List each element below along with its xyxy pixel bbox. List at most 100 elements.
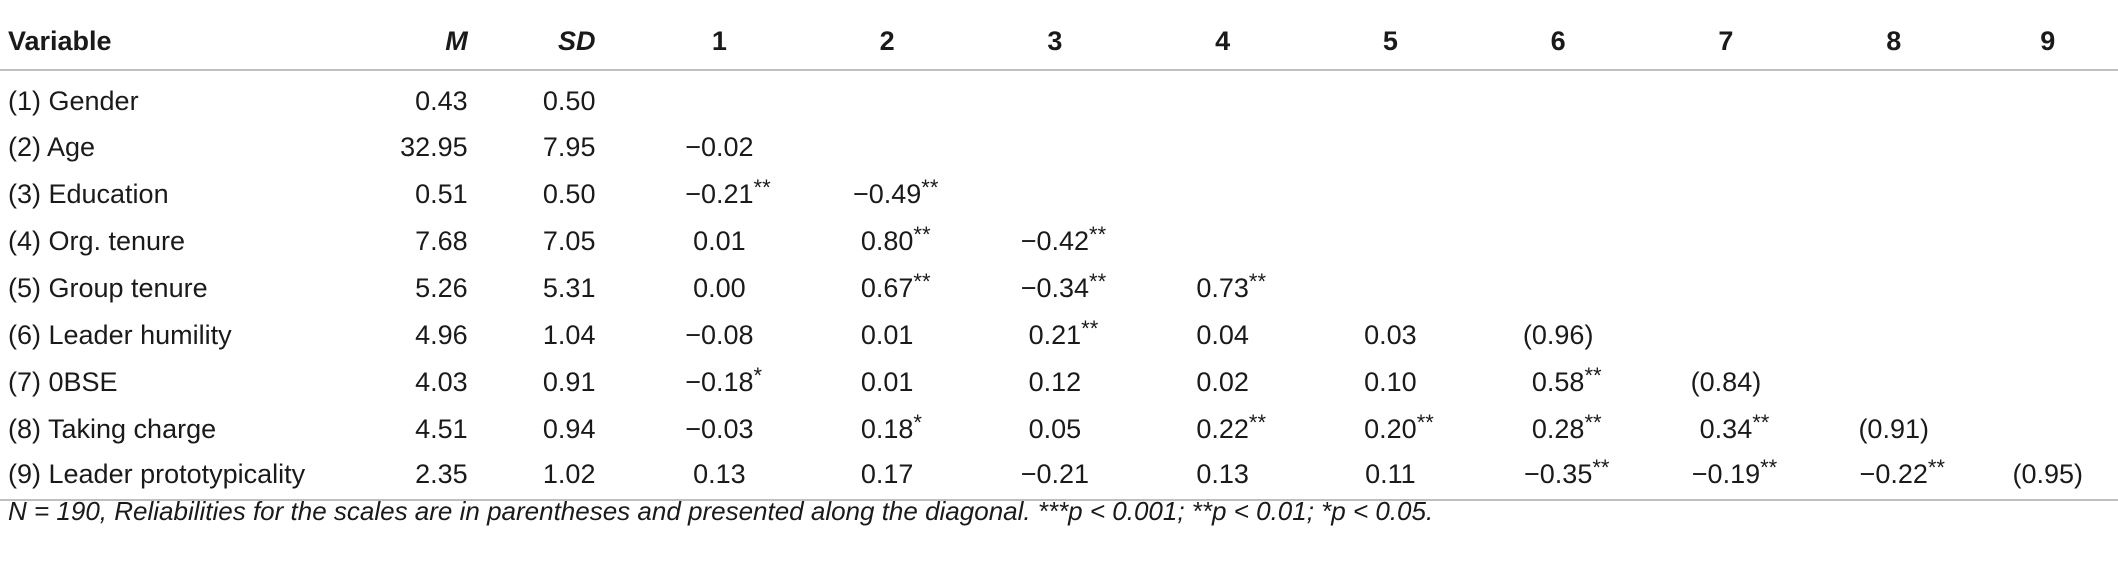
correlation-cell-4 <box>1139 70 1307 124</box>
correlation-value-wrap: 0.05 <box>1029 414 1082 445</box>
correlation-value: 0.03 <box>1364 320 1417 350</box>
significance-stars: ** <box>1592 454 1610 480</box>
correlation-cell-4 <box>1139 171 1307 218</box>
correlation-value-wrap: 0.11 <box>1365 459 1416 490</box>
correlation-cell-2: 0.01 <box>803 359 971 406</box>
table-row: (7) 0BSE 4.03 0.91 −0.18 * 0.01 0.12 0.02 0.10 0.… <box>0 359 2118 406</box>
correlation-value-wrap: −0.35 ** <box>1524 455 1609 490</box>
table-row: (9) Leader prototypicality 2.35 1.02 0.13 0.… <box>0 453 2118 501</box>
correlation-cell-5 <box>1307 218 1475 265</box>
correlation-cell-3 <box>971 124 1139 171</box>
correlation-value-wrap: 0.00 <box>693 273 746 304</box>
row-sd: 1.02 <box>467 453 636 501</box>
correlation-value: −0.19 <box>1691 458 1761 489</box>
correlation-value: 0.11 <box>1365 458 1416 489</box>
correlation-value: 0.04 <box>1196 320 1249 350</box>
correlation-cell-6: 0.58 ** <box>1474 359 1642 406</box>
correlation-cell-1: −0.21 ** <box>635 171 803 218</box>
correlation-value: 0.13 <box>693 458 746 489</box>
correlation-cell-6: 0.28 ** <box>1474 406 1642 453</box>
header-variable: Variable <box>0 14 336 71</box>
correlation-value-wrap: −0.22 ** <box>1860 455 1945 490</box>
correlation-cell-3: 0.21 ** <box>971 312 1139 359</box>
header-col-7: 7 <box>1642 14 1810 71</box>
correlation-value-wrap: −0.21 <box>1021 459 1089 490</box>
correlation-value: 0.00 <box>693 273 746 303</box>
row-sd: 7.05 <box>542 226 596 256</box>
correlation-cell-9 <box>1978 312 2118 359</box>
correlation-cell-7 <box>1642 312 1810 359</box>
correlation-cell-7 <box>1642 265 1810 312</box>
correlation-cell-7 <box>1642 124 1810 171</box>
correlation-cell-7 <box>1642 171 1810 218</box>
correlation-cell-2 <box>803 124 971 171</box>
correlation-value-wrap: 0.28 ** <box>1531 410 1602 445</box>
correlation-value-wrap: −0.49 ** <box>853 175 938 210</box>
correlation-value: (0.84) <box>1690 367 1762 397</box>
correlation-cell-8 <box>1810 312 1978 359</box>
correlation-cell-8 <box>1810 218 1978 265</box>
row-sd: 0.91 <box>542 367 596 397</box>
correlation-value: 0.21 <box>1028 320 1082 350</box>
row-sd: 0.94 <box>542 414 596 444</box>
row-mean: 4.96 <box>415 320 468 350</box>
row-variable-label: (8) Taking charge <box>8 414 217 444</box>
significance-stars: ** <box>1089 269 1107 294</box>
correlation-value: −0.21 <box>685 179 754 209</box>
correlation-cell-8: (0.91) <box>1810 406 1978 453</box>
correlation-cell-1: −0.03 <box>635 406 803 453</box>
correlation-value-wrap: 0.20 ** <box>1364 410 1434 445</box>
correlation-value: −0.35 <box>1524 458 1593 489</box>
correlation-cell-6 <box>1474 171 1642 218</box>
table-row: (6) Leader humility 4.96 1.04 −0.08 0.01 0.21… <box>0 312 2118 359</box>
significance-stars: ** <box>1081 316 1099 341</box>
row-mean: 0.43 <box>415 86 468 116</box>
correlation-cell-8 <box>1810 265 1978 312</box>
header-row: Variable M SD 1 2 3 4 5 6 7 8 9 <box>0 14 2118 71</box>
correlation-table: Variable M SD 1 2 3 4 5 6 7 8 9 (1) Gend… <box>0 14 2118 501</box>
correlation-value-wrap: (0.96) <box>1523 320 1594 351</box>
correlation-value: 0.28 <box>1531 414 1585 444</box>
correlation-cell-6: −0.35 ** <box>1474 453 1643 501</box>
significance-stars: ** <box>1089 222 1107 247</box>
correlation-cell-6: (0.96) <box>1474 312 1642 359</box>
significance-stars: ** <box>1584 363 1602 388</box>
table-row: (2) Age 32.95 7.95 −0.02 <box>0 124 2118 171</box>
correlation-cell-4: 0.22 ** <box>1139 406 1307 453</box>
correlation-value: 0.01 <box>860 320 914 350</box>
correlation-cell-5: 0.11 <box>1306 453 1475 501</box>
header-col-8: 8 <box>1809 14 1978 71</box>
correlation-value: 0.10 <box>1364 367 1417 397</box>
correlation-cell-4 <box>1139 218 1307 265</box>
row-mean: 7.68 <box>415 226 468 256</box>
correlation-value-wrap: −0.03 <box>685 414 753 445</box>
correlation-cell-3: −0.21 <box>971 453 1139 501</box>
header-sd: SD <box>467 14 636 71</box>
correlation-cell-2: 0.80 ** <box>803 218 971 265</box>
significance-stars: ** <box>1416 410 1434 435</box>
correlation-cell-7 <box>1642 70 1810 124</box>
significance-stars: ** <box>1248 410 1267 435</box>
correlation-value: 0.12 <box>1028 367 1082 397</box>
correlation-value-wrap: −0.02 <box>685 132 753 163</box>
row-sd: 1.04 <box>542 320 596 350</box>
correlation-cell-3 <box>971 70 1139 124</box>
correlation-cell-3: −0.42 ** <box>971 218 1139 265</box>
correlation-cell-1: 0.00 <box>635 265 803 312</box>
correlation-cell-5: 0.20 ** <box>1307 406 1475 453</box>
correlation-value-wrap: 0.01 <box>861 320 914 351</box>
correlation-cell-5 <box>1307 265 1475 312</box>
header-col-9: 9 <box>1977 14 2118 71</box>
correlation-value: 0.20 <box>1364 414 1417 444</box>
correlation-value: −0.18 <box>685 367 754 397</box>
correlation-cell-4 <box>1139 124 1307 171</box>
correlation-value-wrap: −0.42 ** <box>1020 222 1106 257</box>
correlation-value: −0.42 <box>1020 226 1090 256</box>
correlation-cell-7: 0.34 ** <box>1642 406 1810 453</box>
correlation-value: 0.01 <box>860 367 914 397</box>
correlation-cell-7 <box>1642 218 1810 265</box>
significance-stars: ** <box>1760 454 1778 480</box>
row-variable-label: (4) Org. tenure <box>8 226 186 256</box>
table-row: (4) Org. tenure 7.68 7.05 0.01 0.80 ** −0.42 ** <box>0 218 2118 265</box>
